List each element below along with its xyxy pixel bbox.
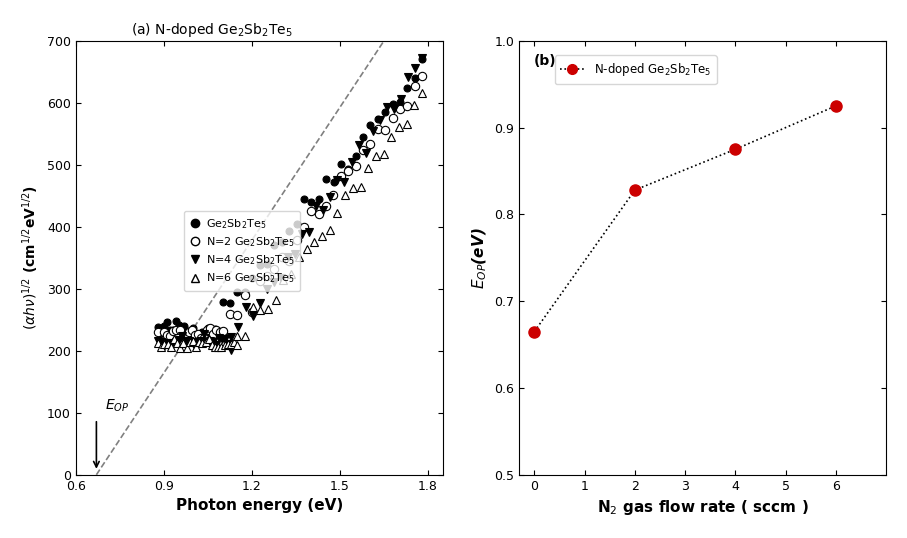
Text: $E_{OP}$: $E_{OP}$ bbox=[105, 398, 130, 414]
Y-axis label: $E_{OP}$(eV): $E_{OP}$(eV) bbox=[471, 227, 489, 288]
Text: (a) N-doped Ge$_2$Sb$_2$Te$_5$: (a) N-doped Ge$_2$Sb$_2$Te$_5$ bbox=[131, 21, 293, 39]
Legend: Ge$_2$Sb$_2$Te$_5$, N=2 Ge$_2$Sb$_2$Te$_5$, N=4 Ge$_2$Sb$_2$Te$_5$, N=6 Ge$_2$Sb: Ge$_2$Sb$_2$Te$_5$, N=2 Ge$_2$Sb$_2$Te$_… bbox=[184, 211, 300, 291]
Text: (b): (b) bbox=[534, 54, 557, 68]
X-axis label: Photon energy (eV): Photon energy (eV) bbox=[176, 498, 343, 513]
Legend: N-doped Ge$_2$Sb$_2$Te$_5$: N-doped Ge$_2$Sb$_2$Te$_5$ bbox=[554, 55, 717, 84]
X-axis label: N$_2$ gas flow rate ( sccm ): N$_2$ gas flow rate ( sccm ) bbox=[597, 498, 809, 517]
Y-axis label: $(\alpha h\nu)^{1/2}$ (cm$^{1/2}$eV$^{1/2}$): $(\alpha h\nu)^{1/2}$ (cm$^{1/2}$eV$^{1/… bbox=[21, 185, 42, 330]
